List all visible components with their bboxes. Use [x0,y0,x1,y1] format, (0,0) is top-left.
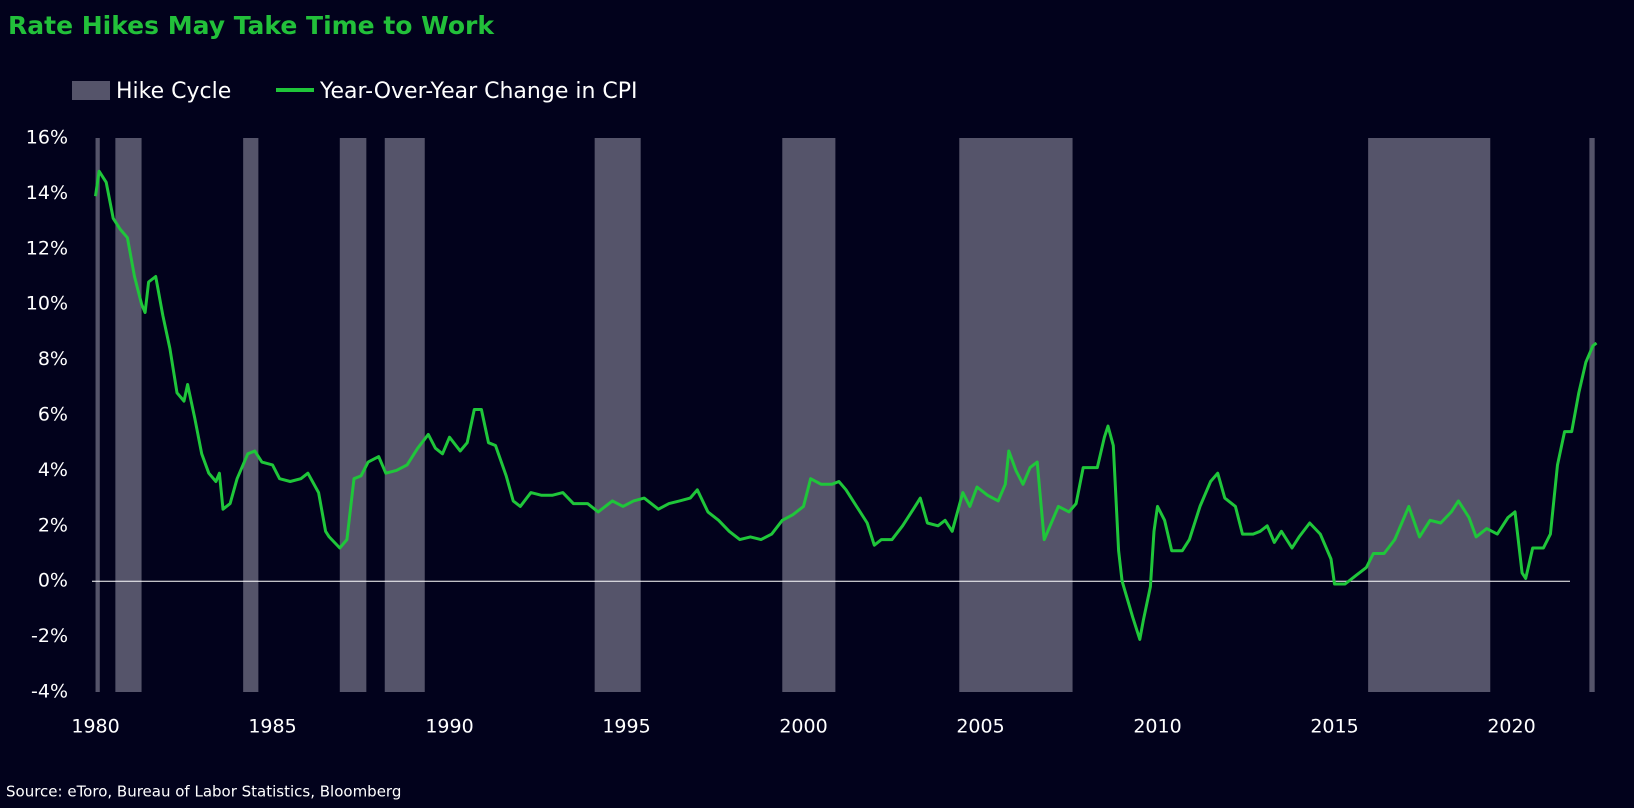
hike-band [115,138,142,692]
y-tick-label: 10% [26,293,68,315]
cpi-line [94,169,1598,641]
y-tick-label: 2% [38,514,68,536]
legend-label: Hike Cycle [116,79,231,104]
hike-band [959,138,1073,692]
y-tick-label: -2% [31,625,68,647]
x-tick-label: 1980 [71,716,119,738]
hike-band [384,138,425,692]
hike-band [339,138,367,692]
hike-band [594,138,641,692]
y-tick-label: -4% [31,681,68,703]
y-tick-label: 6% [38,404,68,426]
x-tick-label: 2005 [956,716,1004,738]
hike-band [243,138,259,692]
source-note: Source: eToro, Bureau of Labor Statistic… [6,783,401,801]
hike-band [1589,138,1595,692]
y-tick-label: 14% [26,182,68,204]
hike-band [1368,138,1491,692]
x-tick-label: 1995 [602,716,650,738]
hike-band [782,138,836,692]
chart-title: Rate Hikes May Take Time to Work [8,11,495,40]
hike-band [95,138,100,692]
y-tick-label: 12% [26,237,68,259]
x-tick-label: 2015 [1310,716,1358,738]
legend-swatch [72,81,110,100]
y-tick-label: 0% [38,570,68,592]
legend-label: Year-Over-Year Change in CPI [319,79,638,104]
y-tick-label: 16% [26,127,68,149]
x-tick-label: 2010 [1133,716,1181,738]
y-tick-label: 8% [38,348,68,370]
x-tick-label: 1985 [248,716,296,738]
x-tick-label: 2000 [779,716,827,738]
y-tick-label: 4% [38,459,68,481]
x-tick-label: 1990 [425,716,473,738]
x-tick-label: 2020 [1487,716,1535,738]
